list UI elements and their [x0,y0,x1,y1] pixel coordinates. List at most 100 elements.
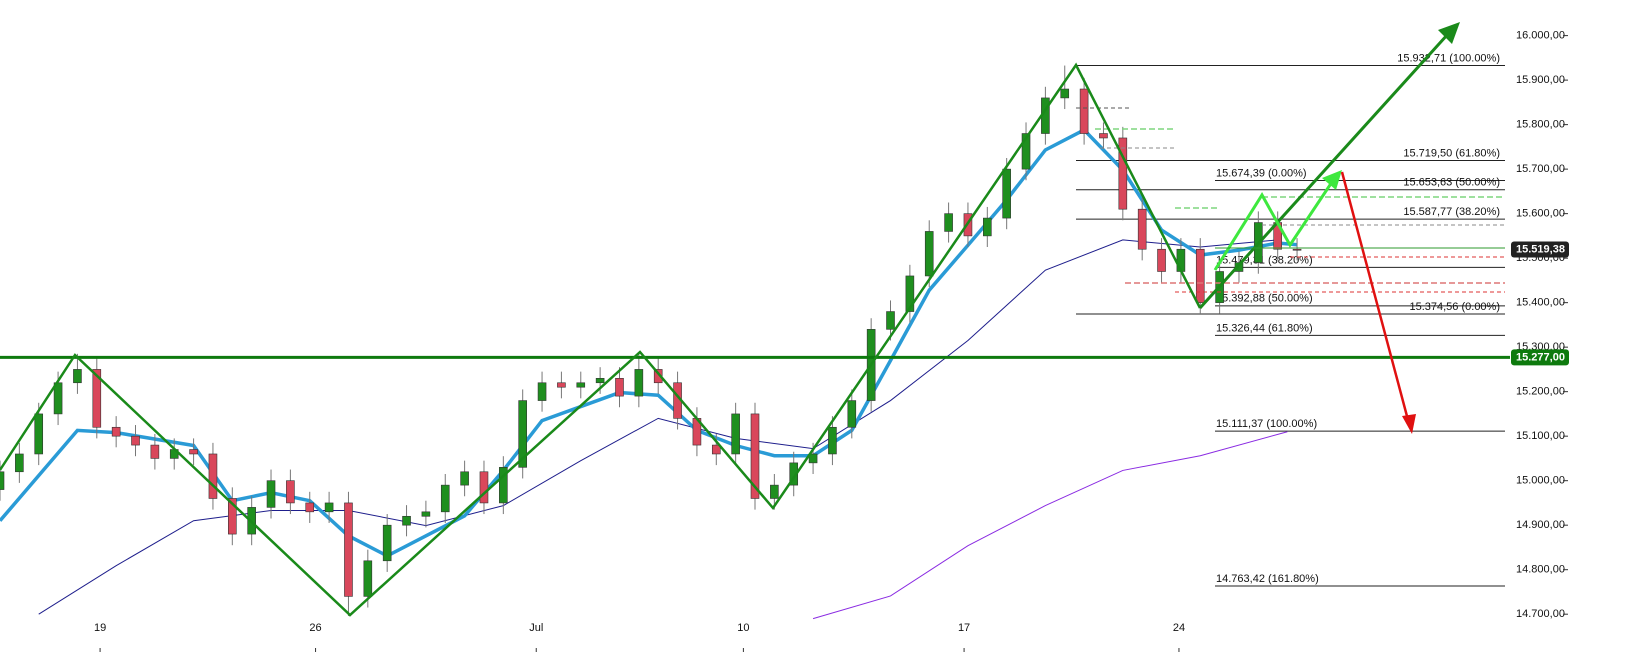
fib-label: 14.763,42 (161.80%) [1216,573,1319,585]
candle-body [344,502,353,597]
candle-body [131,435,140,446]
y-tick-label: 16.000,00 [1516,30,1565,42]
fib-label: 15.111,37 (100.00%) [1216,418,1317,430]
x-tick-label: 19 [94,622,106,634]
drawings [0,22,1505,617]
y-tick-label: 15.400,00 [1516,297,1565,309]
candle-body [499,467,508,504]
moving-average [812,431,1288,620]
candle-body [731,413,740,455]
arrow-head [1438,22,1460,44]
candle-body [228,498,237,535]
candle-body [189,449,198,455]
candle-body [886,311,895,330]
candle-body [634,369,644,397]
candle-body [557,382,566,388]
candle-body [0,471,5,490]
candle-body [1137,208,1147,250]
moving-average [38,239,1278,615]
price-tag-label: 15.519,38 [1516,243,1565,255]
y-tick-label: 14.800,00 [1516,564,1565,576]
x-tick-label: Jul [529,622,543,634]
candle-body [266,480,276,508]
y-tick-label: 15.700,00 [1516,163,1565,175]
candle-body [479,471,489,504]
candle-body [711,444,721,455]
bull-arrow [1198,32,1450,310]
candle-body [305,502,315,513]
candle-body [1099,133,1108,139]
fib-label: 15.932,71 (100.00%) [1397,52,1500,64]
candle-body [92,369,102,428]
candle-body [847,400,857,428]
arrow-head [1402,414,1416,434]
y-tick-label: 15.800,00 [1516,119,1565,131]
fib-label: 15.392,88 (50.00%) [1216,293,1313,305]
price-tag-label: 15.277,00 [1516,351,1565,363]
candle-body [1002,168,1011,219]
y-tick-label: 15.600,00 [1516,208,1565,220]
zigzag [0,62,1202,617]
candle-body [595,378,605,384]
fib-label: 15.674,39 (0.00%) [1216,167,1307,179]
candle-body [750,413,760,499]
candle-body [208,453,218,499]
candle-body [15,453,24,473]
projection [1213,181,1334,271]
x-tick-label: 10 [737,622,749,634]
candle-body [286,480,295,504]
y-tick-label: 14.700,00 [1516,608,1565,620]
y-tick-label: 15.200,00 [1516,386,1565,398]
y-tick-label: 15.100,00 [1516,430,1565,442]
candle-body [460,471,469,486]
arrow-head [1322,170,1342,190]
candle-body [363,560,373,597]
candle-body [653,369,663,384]
candle-body [382,524,392,562]
fib-label: 15.587,77 (38.20%) [1403,206,1500,218]
candle-body [828,426,837,455]
y-tick-label: 15.000,00 [1516,475,1565,487]
y-tick-label: 14.900,00 [1516,519,1565,531]
price-tag [1511,349,1569,366]
candle-body [537,382,547,401]
fib-label: 15.719,50 (61.80%) [1403,147,1500,159]
candle-body [440,484,450,513]
fib-label: 15.653,63 (50.00%) [1403,177,1500,189]
candle-body [518,400,527,468]
candle-body [983,217,992,237]
candle-body [150,444,160,459]
fib-label: 15.479,31 (38.20%) [1216,254,1313,266]
candle-body [615,378,624,397]
candle-body [1195,248,1205,303]
bear-arrow [1340,171,1410,421]
candle-body [421,511,431,517]
candle-body [402,515,411,526]
candle-body [1292,248,1302,251]
fib-label: 15.374,56 (0.00%) [1409,301,1500,313]
candle-body [808,453,818,464]
candle-body [324,502,334,513]
y-tick-label: 15.900,00 [1516,74,1565,86]
axes: 14.700,00 14.800,00 14.900,00 15.000,00 15.1… [94,30,1569,652]
price-tag [1511,241,1569,258]
candle-body [111,426,121,437]
candle-body [924,231,934,277]
candle-body [576,382,586,388]
candle-body [905,275,915,312]
candle-body [1060,88,1070,99]
fib-label: 15.326,44 (61.80%) [1216,322,1313,334]
candle-body [73,369,82,384]
candle-body [1118,137,1128,210]
x-tick-label: 26 [309,622,321,634]
candle-body [34,413,44,455]
candle-body [1021,133,1031,170]
candle-body [944,213,953,232]
candle-body [1157,248,1166,272]
x-tick-label: 24 [1173,622,1185,634]
candle-body [1079,88,1089,134]
candle-body [770,484,779,499]
x-tick-label: 17 [958,622,970,634]
